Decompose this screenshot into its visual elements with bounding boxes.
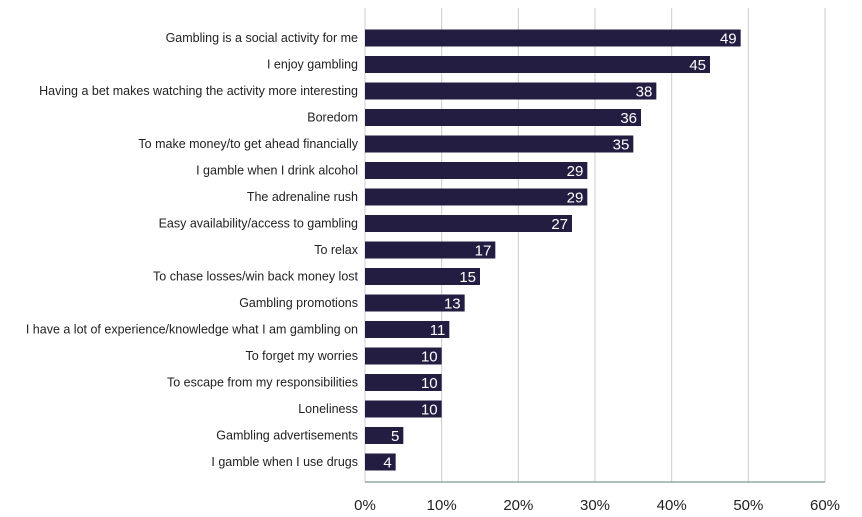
x-tick-label: 60%	[810, 497, 840, 514]
category-label: Having a bet makes watching the activity…	[39, 84, 358, 98]
x-tick-label: 30%	[580, 497, 610, 514]
category-label: To escape from my responsibilities	[167, 376, 358, 390]
x-tick-label: 10%	[427, 497, 457, 514]
x-tick-label: 40%	[657, 497, 687, 514]
category-label: I have a lot of experience/knowledge wha…	[26, 323, 358, 337]
data-label: 4	[383, 455, 391, 472]
data-label: 27	[551, 216, 568, 233]
bar	[365, 188, 588, 206]
data-label: 10	[421, 375, 438, 392]
bar	[365, 29, 741, 47]
category-label: To forget my worries	[245, 349, 358, 363]
category-label: The adrenaline rush	[247, 190, 358, 204]
x-tick-labels: 0% 10% 20% 30% 40% 50% 60%	[354, 497, 840, 514]
bar	[365, 427, 404, 444]
data-label: 17	[475, 243, 492, 260]
value-labels: 49 45 38 36 35 29 29 27 17 15 13 11 10 10 10 54	[383, 31, 736, 472]
bar	[365, 347, 442, 365]
x-tick-label: 50%	[733, 497, 763, 514]
bar	[365, 321, 450, 338]
category-label: To chase losses/win back money lost	[153, 270, 358, 284]
category-label: Gambling is a social activity for me	[166, 31, 358, 45]
category-label: Gambling promotions	[239, 296, 358, 310]
bar	[365, 109, 641, 126]
bar	[365, 82, 657, 100]
data-label: 10	[421, 349, 438, 366]
category-labels: Gambling is a social activity for me I en…	[26, 31, 359, 469]
category-label: To make money/to get ahead financially	[138, 137, 358, 151]
bar	[365, 215, 572, 232]
bar	[365, 400, 442, 418]
category-label: I gamble when I drink alcohol	[196, 164, 358, 178]
bar	[365, 294, 465, 312]
data-label: 38	[636, 84, 653, 101]
category-label: I gamble when I use drugs	[211, 455, 358, 469]
data-label: 29	[567, 190, 584, 207]
bar	[365, 453, 396, 471]
category-label: Gambling advertisements	[216, 429, 358, 443]
data-label: 11	[430, 322, 446, 339]
category-label: I enjoy gambling	[267, 58, 358, 72]
category-label: Boredom	[307, 111, 358, 125]
x-tick-label: 20%	[503, 497, 533, 514]
bar	[365, 374, 442, 391]
data-label: 35	[613, 137, 630, 154]
bar	[365, 268, 480, 285]
data-label: 15	[459, 269, 476, 286]
data-label: 29	[567, 163, 584, 180]
bar	[365, 241, 496, 259]
data-label: 49	[720, 31, 737, 48]
bar	[365, 135, 634, 153]
data-label: 36	[620, 110, 637, 127]
bars	[365, 29, 741, 471]
data-label: 5	[391, 428, 399, 445]
x-tick-label: 0%	[354, 497, 376, 514]
category-label: To relax	[314, 243, 359, 257]
bar	[365, 56, 710, 73]
bar	[365, 162, 588, 179]
data-label: 10	[421, 402, 438, 419]
data-label: 13	[444, 296, 461, 313]
category-label: Loneliness	[298, 402, 358, 416]
data-label: 45	[689, 57, 706, 74]
category-label: Easy availability/access to gambling	[159, 217, 358, 231]
